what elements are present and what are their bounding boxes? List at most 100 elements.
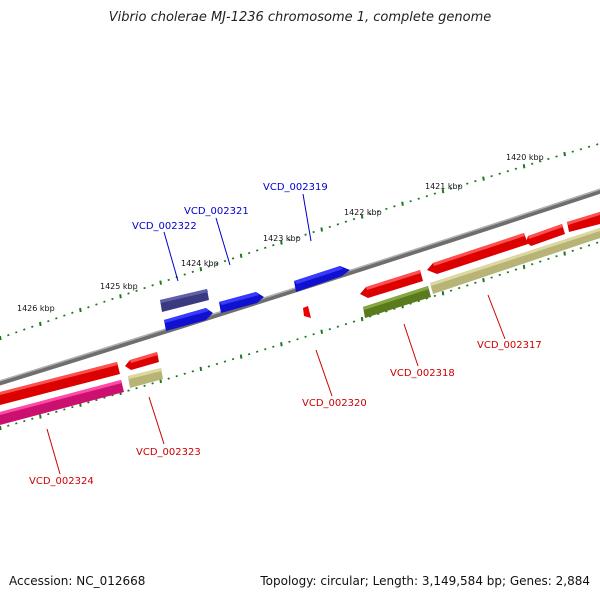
- gene-red-1[interactable]: [567, 212, 600, 232]
- outer-tick-minor: [595, 143, 599, 146]
- inner-tick-minor: [191, 370, 195, 373]
- gene-red-3[interactable]: [427, 233, 528, 274]
- inner-tick-minor: [127, 389, 130, 392]
- outer-tick-major: [441, 188, 445, 194]
- gene-red-4[interactable]: [360, 270, 423, 298]
- outer-tick-minor: [151, 284, 154, 287]
- inner-tick-minor: [312, 333, 315, 336]
- leader-VCD_002321: [215, 217, 231, 266]
- inner-tick-minor: [296, 338, 299, 341]
- outer-tick-major: [320, 227, 324, 232]
- gene-VCD_002319[interactable]: [294, 266, 350, 292]
- gene-VCD_002320[interactable]: [303, 306, 311, 318]
- gene-VCD_002323[interactable]: [128, 368, 163, 388]
- inner-tick-minor: [31, 417, 34, 420]
- label-VCD_002318: VCD_002318: [390, 368, 455, 379]
- inner-tick-minor: [547, 257, 550, 261]
- inner-tick-minor: [272, 345, 275, 348]
- kbp-label-1422: 1422 kbp: [344, 208, 382, 217]
- gene-red-2[interactable]: [526, 224, 565, 246]
- outer-tick-minor: [23, 328, 26, 331]
- outer-tick-minor: [135, 289, 138, 292]
- inner-tick-minor: [215, 362, 219, 366]
- outer-tick-minor: [272, 244, 275, 247]
- inner-tick-minor: [571, 249, 575, 252]
- outer-tick-minor: [385, 207, 388, 211]
- gene-VCD_002324[interactable]: [0, 380, 124, 425]
- outer-tick-minor: [223, 259, 227, 263]
- inner-tick-minor: [288, 340, 291, 343]
- outer-tick-minor: [336, 223, 340, 226]
- gene-VCD_002322[interactable]: [160, 289, 209, 312]
- outer-tick-minor: [63, 314, 66, 317]
- inner-tick-minor: [247, 353, 251, 356]
- inner-tick-minor: [352, 320, 356, 323]
- inner-tick-minor: [231, 357, 235, 361]
- inner-tick-minor: [183, 372, 187, 375]
- outer-tick-minor: [579, 148, 583, 151]
- outer-tick-major: [401, 201, 404, 206]
- inner-tick-minor: [579, 246, 583, 250]
- inner-tick-major: [563, 251, 566, 256]
- inner-tick-major: [199, 366, 203, 372]
- inner-tick-major: [0, 425, 2, 431]
- outer-tick-minor: [111, 297, 114, 301]
- gene-VCD_002321[interactable]: [219, 292, 264, 313]
- inner-tick-minor: [595, 241, 599, 244]
- outer-tick-minor: [255, 249, 259, 252]
- outer-tick-minor: [127, 292, 130, 295]
- outer-tick-major: [79, 307, 82, 313]
- inner-tick-minor: [530, 263, 534, 266]
- inner-tick-minor: [555, 255, 558, 258]
- inner-tick-major: [280, 342, 283, 347]
- gene-red-5[interactable]: [125, 352, 159, 370]
- inner-tick-minor: [207, 365, 211, 368]
- outer-tick-major: [199, 266, 203, 272]
- outer-tick-minor: [498, 172, 501, 175]
- leader-VCD_002322: [163, 231, 179, 282]
- outer-tick-minor: [304, 233, 307, 236]
- inner-tick-major: [441, 291, 445, 296]
- outer-tick-minor: [377, 210, 380, 213]
- outer-tick-minor: [409, 200, 412, 203]
- outer-tick-minor: [433, 192, 437, 195]
- outer-tick-minor: [457, 184, 461, 188]
- gene-VCD_002322-part[interactable]: [164, 308, 213, 331]
- inner-tick-minor: [336, 325, 340, 328]
- leader-VCD_002320: [315, 349, 333, 397]
- label-VCD_002321: VCD_002321: [184, 206, 249, 217]
- gene-VCD_002318[interactable]: [363, 286, 431, 318]
- map-title: Vibrio cholerae MJ-1236 chromosome 1, co…: [108, 10, 492, 25]
- outer-tick-minor: [425, 195, 429, 198]
- label-VCD_002323: VCD_002323: [136, 447, 201, 458]
- inner-tick-major: [239, 354, 243, 359]
- outer-tick-minor: [571, 150, 575, 153]
- outer-tick-major: [360, 214, 364, 219]
- outer-tick-minor: [539, 160, 542, 163]
- outer-tick-minor: [7, 334, 10, 337]
- outer-tick-major: [522, 164, 526, 169]
- outer-tick-minor: [15, 331, 18, 334]
- outer-tick-minor: [368, 212, 372, 216]
- inner-tick-minor: [87, 401, 90, 404]
- outer-tick-major: [159, 280, 162, 285]
- inner-tick-major: [360, 316, 364, 322]
- inner-tick-minor: [587, 244, 591, 247]
- gene-red-6[interactable]: [0, 362, 120, 405]
- label-VCD_002322: VCD_002322: [132, 221, 197, 232]
- inner-tick-minor: [63, 408, 66, 411]
- kbp-label-1426: 1426 kbp: [17, 304, 55, 313]
- inner-tick-minor: [71, 405, 74, 409]
- outer-tick-major: [119, 294, 122, 299]
- gene-VCD_002317[interactable]: [430, 228, 600, 294]
- outer-tick-minor: [55, 317, 58, 320]
- outer-tick-minor: [143, 286, 146, 290]
- outer-tick-minor: [167, 278, 170, 282]
- inner-tick-minor: [490, 276, 493, 279]
- outer-tick-minor: [530, 162, 534, 165]
- outer-tick-minor: [71, 311, 74, 314]
- outer-tick-minor: [328, 225, 332, 229]
- inner-tick-minor: [506, 271, 510, 274]
- kbp-label-1420: 1420 kbp: [506, 153, 544, 162]
